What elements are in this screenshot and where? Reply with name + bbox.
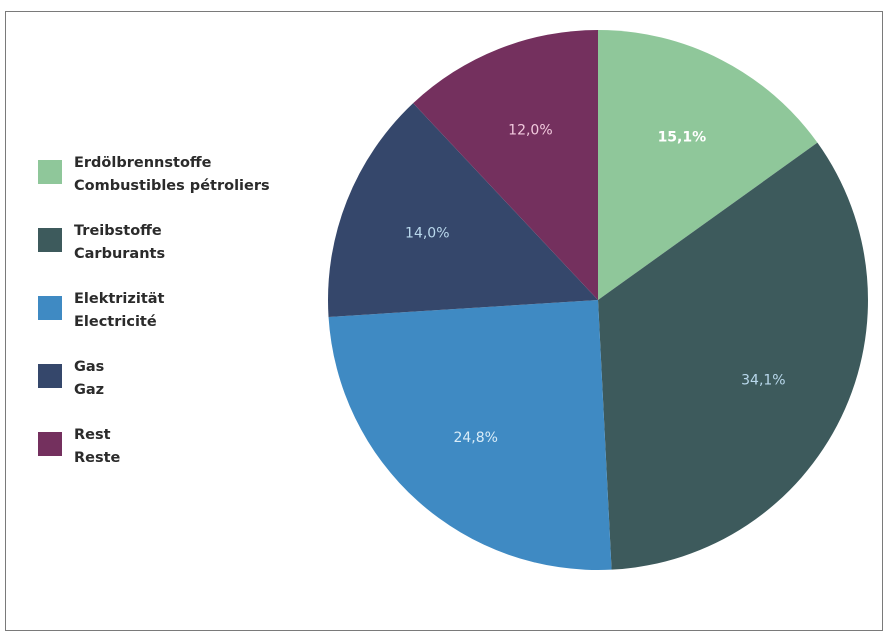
legend-label-fr: Gaz: [74, 382, 105, 398]
pie-slice-2: [598, 142, 868, 570]
legend-label-de: Erdölbrennstoffe: [74, 155, 212, 171]
pie-chart: 15,1% 34,1% 24,8% 14,0% 12,0%: [328, 30, 868, 571]
pie-slice-1: [598, 30, 818, 300]
legend-swatch-rest: [38, 432, 62, 456]
legend-label-erdolbrennstoffe: Erdölbrennstoffe Combustibles pétroliers: [74, 152, 270, 198]
legend-label-rest: Rest Reste: [74, 424, 120, 470]
pie-slice-3: [328, 300, 612, 571]
legend-label-fr: Electricité: [74, 314, 157, 330]
pie-slice-label-5: 12,0%: [508, 122, 552, 138]
legend-label-de: Rest: [74, 427, 111, 443]
legend-label-de: Gas: [74, 359, 105, 375]
legend-label-fr: Carburants: [74, 246, 166, 262]
legend-swatch-treibstoffe: [38, 228, 62, 252]
pie-slice-label-3: 24,8%: [453, 430, 497, 446]
legend-label-fr: Combustibles pétroliers: [74, 178, 270, 194]
legend-swatch-elektrizitat: [38, 296, 62, 320]
legend-label-elektrizitat: Elektrizität Electricité: [74, 288, 164, 334]
pie-slice-label-2: 34,1%: [741, 373, 785, 389]
pie-slice-label-1: 15,1%: [658, 130, 707, 146]
pie-slice-4: [328, 103, 598, 317]
legend-swatch-erdolbrennstoffe: [38, 160, 62, 184]
pie-slice-label-4: 14,0%: [405, 225, 449, 241]
pie-slice-5: [413, 30, 598, 300]
legend-label-fr: Reste: [74, 450, 121, 466]
legend-swatch-gas: [38, 364, 62, 388]
legend-label-gas: Gas Gaz: [74, 356, 104, 402]
legend-label-de: Elektrizität: [74, 291, 165, 307]
legend-label-de: Treibstoffe: [74, 223, 162, 239]
legend-label-treibstoffe: Treibstoffe Carburants: [74, 220, 165, 266]
